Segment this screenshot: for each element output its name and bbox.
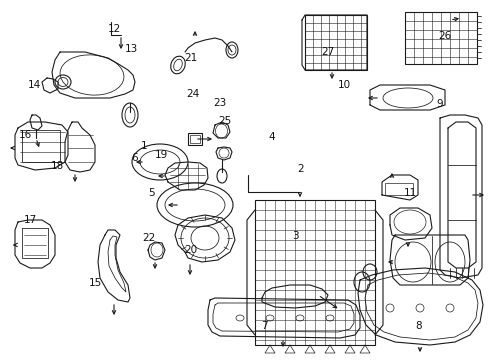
Text: 20: 20	[184, 245, 197, 255]
Text: 8: 8	[414, 321, 421, 331]
Text: 24: 24	[186, 89, 200, 99]
Text: 19: 19	[154, 150, 168, 160]
Bar	[404, 12, 476, 64]
Text: 17: 17	[23, 215, 37, 225]
Text: 18: 18	[51, 161, 64, 171]
Text: 16: 16	[19, 130, 32, 140]
Bar	[305, 15, 366, 70]
Text: 25: 25	[218, 116, 231, 126]
Text: 1: 1	[141, 141, 147, 151]
Text: 15: 15	[88, 278, 102, 288]
Text: 26: 26	[437, 31, 451, 41]
Text: 14: 14	[27, 80, 41, 90]
Text: 21: 21	[183, 53, 197, 63]
Text: 9: 9	[436, 99, 443, 109]
Text: 22: 22	[142, 233, 156, 243]
Text: 7: 7	[260, 321, 267, 331]
Bar	[187, 133, 202, 145]
Text: 5: 5	[148, 188, 155, 198]
Text: 3: 3	[292, 231, 299, 241]
Text: 27: 27	[320, 47, 334, 57]
Text: 11: 11	[403, 188, 417, 198]
Text: 6: 6	[131, 153, 138, 163]
Bar	[254, 200, 374, 345]
Text: 10: 10	[338, 80, 350, 90]
Text: 13: 13	[124, 44, 138, 54]
Bar	[384, 183, 412, 195]
Text: 12: 12	[108, 24, 122, 34]
Bar	[190, 135, 200, 143]
Text: 4: 4	[267, 132, 274, 142]
Text: 23: 23	[213, 98, 226, 108]
Text: 2: 2	[297, 164, 304, 174]
